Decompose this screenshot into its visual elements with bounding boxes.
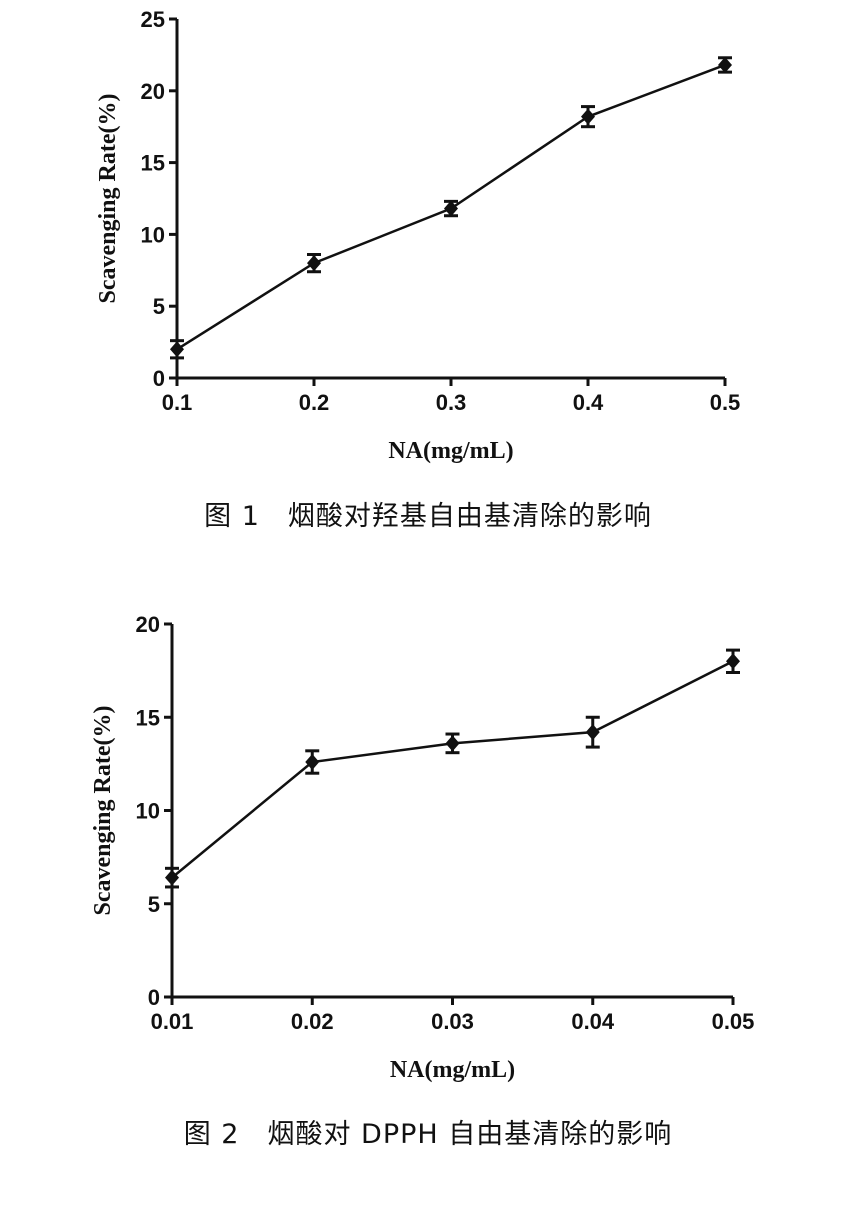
x-tick-label: 0.05 xyxy=(712,1009,755,1034)
y-tick-label: 10 xyxy=(141,222,165,247)
y-axis-label: Scavenging Rate(%) xyxy=(95,94,121,304)
x-tick-label: 0.03 xyxy=(431,1009,474,1034)
x-tick-label: 0.04 xyxy=(571,1009,615,1034)
figure-1: 0 5 10 15 20 25 0.1 0.2 0.3 0.4 0.5 NA(mg/mL) Scaven… xyxy=(0,0,856,560)
chart-2-svg: 0 5 10 15 20 0.01 0.02 0.03 0.04 0.05 NA(mg/mL) Sca… xyxy=(90,612,755,1083)
x-axis-label: NA(mg/mL) xyxy=(390,1057,515,1083)
data-point xyxy=(585,724,600,741)
series-line xyxy=(171,660,734,879)
data-point xyxy=(718,56,732,73)
x-tick-label: 0.1 xyxy=(162,390,193,415)
y-tick-label: 0 xyxy=(153,366,165,391)
x-tick-label: 0.3 xyxy=(436,390,467,415)
figure-2-caption: 图 2 烟酸对 DPPH 自由基清除的影响 xyxy=(183,1119,673,1150)
y-tick-label: 25 xyxy=(141,7,165,32)
x-tick-label: 0.2 xyxy=(299,390,330,415)
y-tick-label: 10 xyxy=(136,799,160,824)
x-tick-label: 0.5 xyxy=(710,390,741,415)
x-tick-label: 0.4 xyxy=(573,390,604,415)
x-tick-label: 0.01 xyxy=(151,1009,194,1034)
y-tick-label: 20 xyxy=(136,612,160,637)
data-point xyxy=(305,754,320,771)
figure-1-caption: 图 1 烟酸对羟基自由基清除的影响 xyxy=(204,501,652,532)
y-tick-label: 20 xyxy=(141,79,165,104)
data-point xyxy=(165,869,179,886)
data-point xyxy=(581,108,595,125)
figure-2: 0 5 10 15 20 0.01 0.02 0.03 0.04 0.05 NA(mg/mL) Sca… xyxy=(0,600,856,1200)
chart-1-svg: 0 5 10 15 20 25 0.1 0.2 0.3 0.4 0.5 NA(mg/mL) Scaven… xyxy=(95,7,741,464)
y-axis-label: Scavenging Rate(%) xyxy=(90,706,116,916)
data-point xyxy=(726,653,740,670)
y-tick-label: 5 xyxy=(148,892,160,917)
data-point xyxy=(444,200,458,217)
x-axis-label: NA(mg/mL) xyxy=(388,438,513,464)
data-point xyxy=(307,255,321,272)
data-point xyxy=(445,735,460,752)
y-tick-label: 0 xyxy=(148,985,160,1010)
data-point xyxy=(170,341,184,358)
y-tick-label: 15 xyxy=(141,151,165,176)
x-tick-label: 0.02 xyxy=(291,1009,334,1034)
y-tick-label: 15 xyxy=(136,705,160,730)
y-tick-label: 5 xyxy=(153,294,165,319)
